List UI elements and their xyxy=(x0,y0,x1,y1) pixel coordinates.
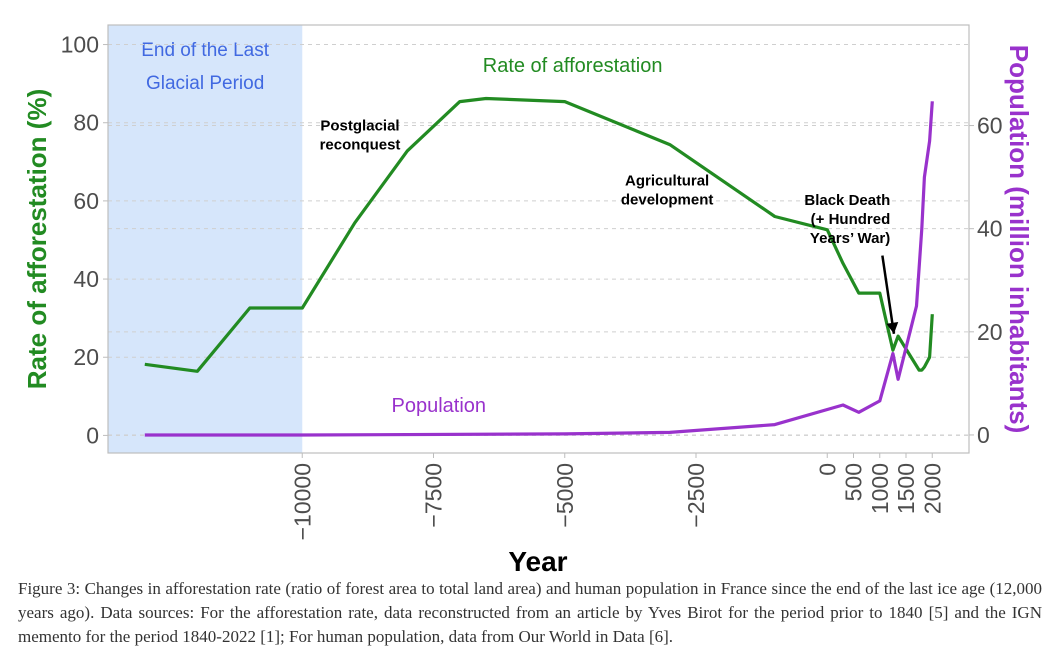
annotation-1-line-0: Population xyxy=(391,395,486,417)
annotation-3-line-1: development xyxy=(621,191,714,208)
rate-of-afforestation-line xyxy=(144,96,934,373)
y2-axis-title: Population (million inhabitants) xyxy=(1004,45,1034,434)
x-tick-label: −7500 xyxy=(421,463,447,528)
y-tick-label: 40 xyxy=(73,266,99,292)
annotation-0-line-0: Rate of afforestation xyxy=(483,55,663,77)
x-tick-label: 2000 xyxy=(919,463,945,514)
annotation-2-line-1: reconquest xyxy=(320,137,401,154)
black-death-arrow-head xyxy=(886,322,899,334)
y-tick-label: 20 xyxy=(73,344,99,370)
plot-frame xyxy=(107,24,970,454)
x-tick-label: 500 xyxy=(841,463,867,501)
annotation-2-line-0: Postglacial xyxy=(320,118,399,135)
y2-tick-label: 0 xyxy=(977,422,990,448)
y2-tick-label: 60 xyxy=(977,113,1003,139)
figure-caption: Figure 3: Changes in afforestation rate … xyxy=(18,577,1042,649)
figure-caption-text: Figure 3: Changes in afforestation rate … xyxy=(18,579,1042,646)
annotation-4-line-0: Black Death xyxy=(804,192,890,209)
y-tick-label: 60 xyxy=(73,188,99,214)
y-tick-label: 80 xyxy=(73,110,99,136)
x-tick-label: 1500 xyxy=(893,463,919,514)
black-death-arrow-shaft xyxy=(881,255,896,334)
annotation-4-line-2: Years’ War) xyxy=(810,230,890,247)
y-tick-label: 100 xyxy=(61,32,99,58)
y-tick-label: 0 xyxy=(86,422,99,448)
x-tick-label: −5000 xyxy=(552,463,578,528)
glacial-period-label-line2: Glacial Period xyxy=(146,73,264,94)
afforestation-population-chart: End of the Last Glacial Period 0 20 40 60 80 1… xyxy=(22,24,1034,575)
x-tick-label: 1000 xyxy=(867,463,893,514)
x-tick-label: −2500 xyxy=(683,463,709,528)
y2-tick-label: 20 xyxy=(977,319,1003,345)
y2-tick-label: 40 xyxy=(977,216,1003,242)
y-axis-title: Rate of afforestation (%) xyxy=(22,89,52,389)
x-tick-label: −10000 xyxy=(289,463,315,540)
x-axis-title: Year xyxy=(508,546,567,575)
glacial-period-label-line1: End of the Last xyxy=(141,40,270,61)
x-tick-label: 0 xyxy=(814,463,840,476)
glacial-period-shading xyxy=(108,25,303,453)
annotation-3-line-0: Agricultural xyxy=(625,172,709,189)
annotation-4-line-1: (+ Hundred xyxy=(811,211,891,228)
